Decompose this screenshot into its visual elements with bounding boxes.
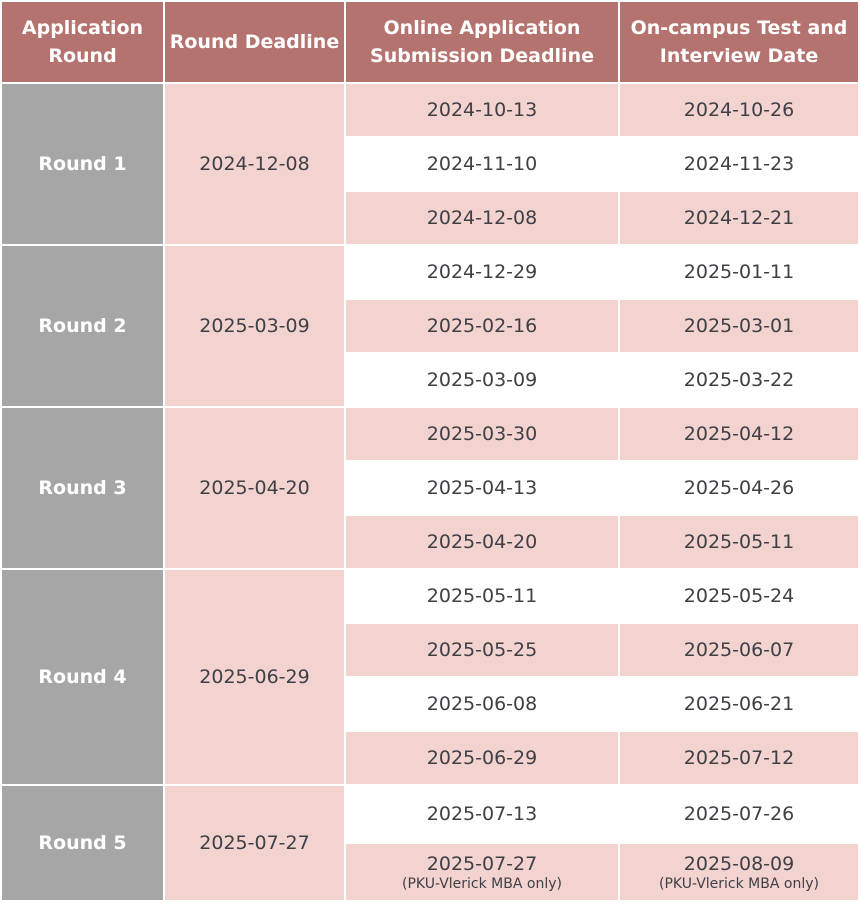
table-row: 2025-05-25 2025-06-07	[1, 622, 860, 678]
online-deadline-cell: 2025-07-27 (PKU-Vlerick MBA only)	[344, 842, 620, 902]
header-round-deadline: Round Deadline	[163, 0, 346, 84]
online-deadline-cell: 2024-10-13	[344, 82, 620, 138]
online-deadline-cell: 2025-03-09	[344, 352, 620, 408]
on-campus-date-cell: 2025-05-11	[618, 514, 860, 570]
on-campus-date-cell: 2025-03-01	[618, 298, 860, 354]
table-row: 2025-03-09 2025-03-22	[1, 352, 860, 408]
online-deadline-cell: 2025-05-25	[344, 622, 620, 678]
online-deadline-cell: 2025-03-30	[344, 406, 620, 462]
on-campus-date-cell: 2025-07-12	[618, 730, 860, 786]
online-deadline-cell: 2025-04-13	[344, 460, 620, 516]
on-campus-date-cell: 2024-12-21	[618, 190, 860, 246]
program-restriction-note: (PKU-Vlerick MBA only)	[402, 876, 562, 892]
header-row: Application Round Round Deadline Online …	[0, 0, 860, 84]
table-row: 2025-04-20 2025-05-11	[1, 514, 860, 570]
program-restriction-note: (PKU-Vlerick MBA only)	[659, 876, 819, 892]
round-label: Round 2	[0, 244, 165, 408]
round-label: Round 3	[0, 406, 165, 570]
round-deadline: 2025-03-09	[163, 244, 346, 408]
on-campus-date-cell: 2025-01-11	[618, 244, 860, 300]
table-row: 2024-11-10 2024-11-23	[1, 136, 860, 192]
table-row: 2024-12-08 2024-12-21	[1, 190, 860, 246]
on-campus-date-cell: 2025-06-07	[618, 622, 860, 678]
on-campus-date-cell: 2025-04-12	[618, 406, 860, 462]
on-campus-date: 2025-08-09	[683, 853, 795, 875]
online-deadline-cell: 2025-06-08	[344, 676, 620, 732]
on-campus-date-cell: 2025-08-09 (PKU-Vlerick MBA only)	[618, 842, 860, 902]
table-row: 2025-06-29 2025-07-12	[1, 730, 860, 786]
on-campus-date-cell: 2025-06-21	[618, 676, 860, 732]
online-deadline-cell: 2025-04-20	[344, 514, 620, 570]
on-campus-date-cell: 2024-10-26	[618, 82, 860, 138]
round-label: Round 4	[0, 568, 165, 786]
on-campus-date-cell: 2024-11-23	[618, 136, 860, 192]
round-deadline: 2025-06-29	[163, 568, 346, 786]
online-deadline-cell: 2024-12-29	[344, 244, 620, 300]
online-deadline-cell: 2025-06-29	[344, 730, 620, 786]
table-row: Round 5 2025-07-27 2025-07-13 2025-07-26	[0, 784, 860, 902]
online-deadline-date: 2025-07-27	[426, 853, 538, 875]
round-deadline: 2025-07-27	[163, 784, 346, 902]
round-label: Round 5	[0, 784, 165, 902]
table-row: Round 1 2024-12-08 2024-10-13 2024-10-26	[0, 82, 860, 246]
on-campus-date-cell: 2025-03-22	[618, 352, 860, 408]
online-deadline-cell: 2025-07-13	[344, 784, 620, 844]
table-row: 2025-04-13 2025-04-26	[1, 460, 860, 516]
round-deadline: 2024-12-08	[163, 82, 346, 246]
online-deadline-cell: 2024-12-08	[344, 190, 620, 246]
online-deadline-cell: 2024-11-10	[344, 136, 620, 192]
header-application-round: Application Round	[0, 0, 165, 84]
table-row: Round 2 2025-03-09 2024-12-29 2025-01-11	[0, 244, 860, 408]
table-row: 2025-06-08 2025-06-21	[1, 676, 860, 732]
header-online-submission-deadline: Online Application Submission Deadline	[344, 0, 620, 84]
round-label: Round 1	[0, 82, 165, 246]
round-deadline: 2025-04-20	[163, 406, 346, 570]
header-on-campus-test-date: On-campus Test and Interview Date	[618, 0, 860, 84]
online-deadline-cell: 2025-02-16	[344, 298, 620, 354]
online-deadline-cell: 2025-05-11	[344, 568, 620, 624]
on-campus-date-cell: 2025-04-26	[618, 460, 860, 516]
on-campus-date-cell: 2025-07-26	[618, 784, 860, 844]
table-row: 2025-02-16 2025-03-01	[1, 298, 860, 354]
table-row: 2025-07-27 (PKU-Vlerick MBA only) 2025-0…	[1, 842, 860, 902]
on-campus-date-cell: 2025-05-24	[618, 568, 860, 624]
table-row: Round 3 2025-04-20 2025-03-30 2025-04-12	[0, 406, 860, 570]
table-row: Round 4 2025-06-29 2025-05-11 2025-05-24	[0, 568, 860, 786]
